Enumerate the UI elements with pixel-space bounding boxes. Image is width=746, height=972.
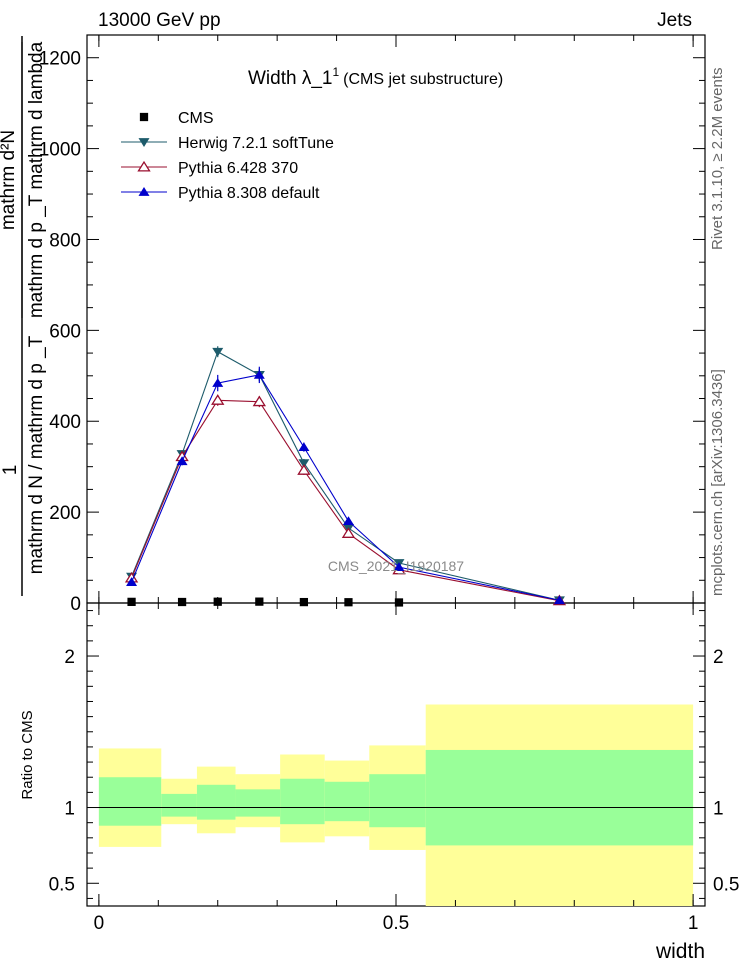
header-process-label: 13000 GeV pp [98, 10, 221, 31]
svg-text:Width λ_11(CMS jet substructur: Width λ_11 (CMS jet substructure) [248, 65, 503, 89]
ratio-bands [98, 704, 694, 906]
main-y-tick-label: 400 [49, 412, 81, 433]
cms-data [127, 597, 404, 607]
legend-marker-1 [138, 138, 150, 147]
ratio-tick-label-right: 2 [713, 647, 724, 668]
series-point-1 [211, 394, 225, 405]
series-point-2 [298, 442, 310, 451]
chart-subtitle: (CMS jet substructure) [343, 71, 503, 88]
main-y-tick-label: 0 [70, 594, 81, 615]
ratio-band-green-0 [98, 777, 162, 826]
series-2 [126, 366, 565, 605]
series-point-2 [126, 577, 138, 586]
main-axes: 0 200 400 600 800 1000 1200 [39, 34, 705, 615]
cms-data-point [299, 597, 309, 607]
chart-title-text: Width λ_1 [248, 68, 332, 89]
series-point-2 [253, 369, 265, 379]
main-y-tick-label: 1000 [39, 140, 81, 161]
x-tick-label: 0.5 [383, 913, 409, 934]
x-tick-label: 0 [94, 913, 105, 934]
ratio-band-green-6 [369, 774, 426, 828]
series-point-1 [252, 395, 266, 407]
cms-data-point [127, 597, 136, 606]
ratio-tick-label-left: 2 [64, 647, 75, 668]
series-line-0 [131, 350, 560, 601]
legend-label-0: CMS [178, 110, 214, 127]
cms-data-point [255, 597, 264, 606]
ratio-band-green-3 [235, 789, 281, 817]
x-axis-label: width [655, 940, 705, 963]
series-point-2 [212, 378, 224, 387]
ratio-tick-label-right: 1 [713, 799, 724, 820]
ratio-band-green-4 [280, 778, 325, 825]
cms-data-point [344, 598, 353, 607]
rivet-version-label: Rivet 3.1.10, ≥ 2.2M events [709, 68, 726, 251]
main-y-axis-label: 1 mathrm d N / mathrm d p _T mathrm d²N … [0, 36, 47, 596]
series-point-1 [341, 527, 356, 538]
y-label-inner-denominator: mathrm d p _T mathrm d lambda [26, 41, 47, 318]
ratio-tick-label-left: 0.5 [49, 874, 75, 895]
x-tick-label: 1 [688, 913, 699, 934]
main-y-tick-label: 1200 [39, 49, 81, 70]
cms-data-point [213, 597, 222, 606]
main-y-tick-label: 200 [49, 503, 81, 524]
cms-data-point [394, 598, 404, 607]
series-point-2 [342, 516, 354, 526]
ratio-axes: 0.5 0.5 1 1 2 2 0 0.5 1 [49, 603, 739, 934]
series-point-0 [212, 347, 224, 357]
ratio-tick-label-right: 0.5 [713, 874, 739, 895]
series-point-1 [297, 464, 311, 475]
ratio-tick-label-left: 1 [64, 799, 75, 820]
cms-data-point [177, 597, 187, 607]
y-label-inner-numerator: mathrm d²N [0, 130, 19, 230]
ratio-band-green-1 [161, 793, 197, 817]
main-y-tick-label: 600 [49, 321, 81, 342]
legend-label-3: Pythia 8.308 default [178, 185, 320, 202]
analysis-watermark: CMS_2021_I1920187 [328, 558, 464, 574]
header-jets-label: Jets [657, 10, 692, 31]
series-point-2 [553, 595, 565, 605]
legend-label-1: Herwig 7.2.1 softTune [178, 135, 334, 152]
main-y-tick-label: 800 [49, 230, 81, 251]
series-curves [124, 346, 567, 607]
legend: CMS Herwig 7.2.1 softTune Pythia 6.428 370… [121, 110, 334, 202]
ratio-band-green-7 [425, 749, 694, 846]
ratio-y-label: Ratio to CMS [19, 710, 36, 799]
series-point-2 [393, 562, 405, 571]
chart-title-superscript: 1 [332, 65, 339, 79]
y-label-prefactor: 1 [0, 465, 21, 476]
series-point-0 [298, 459, 310, 468]
series-line-2 [131, 374, 560, 601]
series-point-2 [176, 456, 188, 466]
legend-marker-0 [139, 112, 149, 122]
legend-marker-3 [138, 187, 150, 196]
mcplots-label: mcplots.cern.ch [arXiv:1306.3436] [709, 369, 726, 596]
y-label-outer-denominator: mathrm d N / mathrm d p _T [26, 335, 47, 574]
legend-label-2: Pythia 6.428 370 [178, 160, 298, 177]
chart-title: Width λ_11 (CMS jet substructure) [248, 65, 503, 89]
legend-marker-2 [137, 160, 151, 172]
ratio-band-green-2 [196, 784, 236, 820]
ratio-band-green-5 [324, 781, 370, 822]
